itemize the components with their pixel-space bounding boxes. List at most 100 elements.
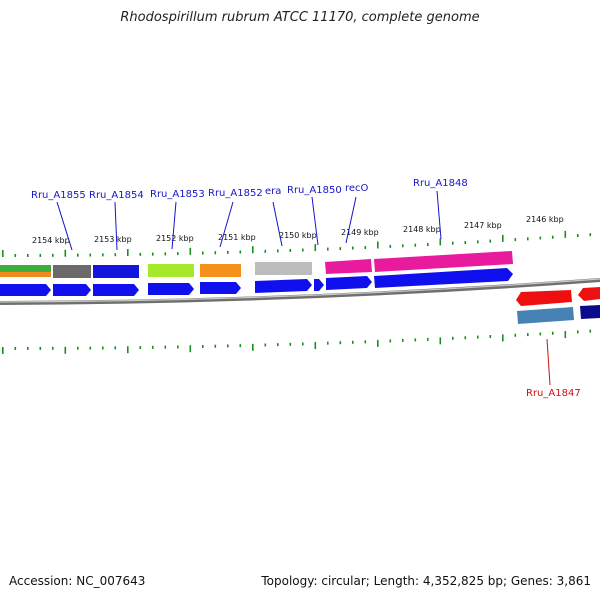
ruler-minor-tick xyxy=(589,233,592,237)
ruler-minor-tick xyxy=(427,243,429,247)
label-leaders xyxy=(56,190,442,251)
gene-label[interactable]: Rru_A1853 xyxy=(150,189,205,200)
ruler-minor-tick xyxy=(227,344,229,348)
gene-label[interactable]: Rru_A1855 xyxy=(31,190,86,201)
leader-line xyxy=(345,196,357,244)
ruler-major-tick xyxy=(2,346,4,354)
leader-line xyxy=(114,201,118,251)
gene-label[interactable]: recO xyxy=(345,183,369,194)
ruler-minor-tick xyxy=(302,342,304,346)
cds-arrow-reverse[interactable] xyxy=(516,290,572,306)
ruler-minor-tick xyxy=(477,335,479,339)
ruler-minor-tick xyxy=(77,346,79,350)
ruler-minor-tick xyxy=(202,251,204,255)
ruler-minor-tick xyxy=(539,236,542,240)
feature-bars-forward xyxy=(0,251,513,278)
ruler-minor-tick xyxy=(339,247,342,251)
ruler-minor-tick xyxy=(39,253,42,257)
ruler-label: 2149 kbp xyxy=(341,228,379,237)
ruler-minor-tick xyxy=(464,241,467,245)
ruler-minor-tick xyxy=(402,244,404,248)
leader-line xyxy=(311,196,319,246)
genome-summary: Topology: circular; Length: 4,352,825 bp… xyxy=(261,574,591,588)
ruler-minor-tick xyxy=(327,247,329,251)
cds-arrow[interactable] xyxy=(148,283,194,295)
ruler-label: 2147 kbp xyxy=(464,221,502,230)
ruler-label: 2150 kbp xyxy=(279,231,317,240)
ruler-minor-tick xyxy=(202,344,204,348)
feature-bar[interactable] xyxy=(93,265,139,278)
genome-backbone-highlight xyxy=(0,278,600,303)
feature-bar-stripe xyxy=(0,272,51,277)
feature-bar-reverse[interactable] xyxy=(517,307,574,324)
feature-bar[interactable] xyxy=(374,251,513,272)
ruler-minor-tick xyxy=(227,250,229,254)
ruler-major-tick xyxy=(564,331,567,339)
cds-arrow[interactable] xyxy=(0,284,51,296)
ruler-major-tick xyxy=(564,230,567,238)
ruler-major-tick xyxy=(64,346,67,354)
feature-bar[interactable] xyxy=(148,264,194,277)
ruler-minor-tick xyxy=(577,234,579,238)
ruler-minor-tick xyxy=(139,346,142,350)
ruler-minor-tick xyxy=(239,344,242,348)
feature-bar[interactable] xyxy=(200,264,241,277)
lower-ruler xyxy=(2,329,592,354)
ruler-minor-tick xyxy=(264,343,267,347)
gene-label[interactable]: Rru_A1854 xyxy=(89,190,144,201)
ruler-minor-tick xyxy=(152,345,154,349)
cds-arrow[interactable] xyxy=(200,282,241,294)
ruler-minor-tick xyxy=(14,253,17,257)
feature-bar[interactable] xyxy=(325,259,372,274)
ruler-minor-tick xyxy=(27,253,29,257)
ruler-minor-tick xyxy=(477,240,479,244)
upper-ruler xyxy=(2,230,592,257)
cds-arrow-reverse[interactable] xyxy=(578,287,600,301)
ruler-minor-tick xyxy=(577,330,579,334)
ruler-label: 2151 kbp xyxy=(218,233,256,242)
ruler-minor-tick xyxy=(177,345,179,349)
ruler-minor-tick xyxy=(39,346,42,350)
ruler-major-tick xyxy=(314,342,317,350)
ruler-minor-tick xyxy=(364,246,367,250)
leader-line xyxy=(436,190,442,240)
ruler-major-tick xyxy=(189,247,192,255)
ruler-minor-tick xyxy=(277,249,279,253)
cds-arrow[interactable] xyxy=(326,276,372,290)
cds-arrows-forward xyxy=(0,268,513,296)
ruler-major-tick xyxy=(314,244,317,252)
leader-line xyxy=(272,201,283,247)
feature-bar-reverse[interactable] xyxy=(580,305,600,319)
cds-arrow[interactable] xyxy=(53,284,91,296)
feature-bar[interactable] xyxy=(53,265,91,278)
gene-label[interactable]: Rru_A1852 xyxy=(208,188,263,199)
ruler-major-tick xyxy=(502,234,504,242)
gene-label-reverse[interactable]: Rru_A1847 xyxy=(526,388,581,399)
gene-label[interactable]: Rru_A1850 xyxy=(287,185,342,196)
ruler-minor-tick xyxy=(539,332,542,336)
ruler-minor-tick xyxy=(389,339,392,343)
gene-label[interactable]: Rru_A1848 xyxy=(413,178,468,189)
cds-arrow[interactable] xyxy=(93,284,139,296)
ruler-minor-tick xyxy=(514,238,517,242)
ruler-minor-tick xyxy=(114,253,117,257)
ruler-major-tick xyxy=(2,249,4,257)
gene-label[interactable]: era xyxy=(265,186,281,197)
ruler-minor-tick xyxy=(89,346,92,350)
cds-arrow[interactable] xyxy=(314,279,324,291)
ruler-label: 2154 kbp xyxy=(32,236,70,245)
feature-bar[interactable] xyxy=(255,262,312,275)
cds-arrow[interactable] xyxy=(374,268,513,288)
ruler-minor-tick xyxy=(114,346,117,350)
ruler-minor-tick xyxy=(289,248,292,252)
ruler-minor-tick xyxy=(164,345,167,349)
ruler-minor-tick xyxy=(489,239,492,243)
ruler-minor-tick xyxy=(452,336,454,340)
cds-arrow[interactable] xyxy=(255,279,312,293)
ruler-major-tick xyxy=(252,343,254,351)
ruler-labels: 2154 kbp 2153 kbp 2152 kbp 2151 kbp 2150… xyxy=(32,215,564,245)
ruler-minor-tick xyxy=(464,336,467,340)
ruler-minor-tick xyxy=(264,249,267,253)
ruler-minor-tick xyxy=(552,331,554,335)
ruler-major-tick xyxy=(502,334,504,342)
